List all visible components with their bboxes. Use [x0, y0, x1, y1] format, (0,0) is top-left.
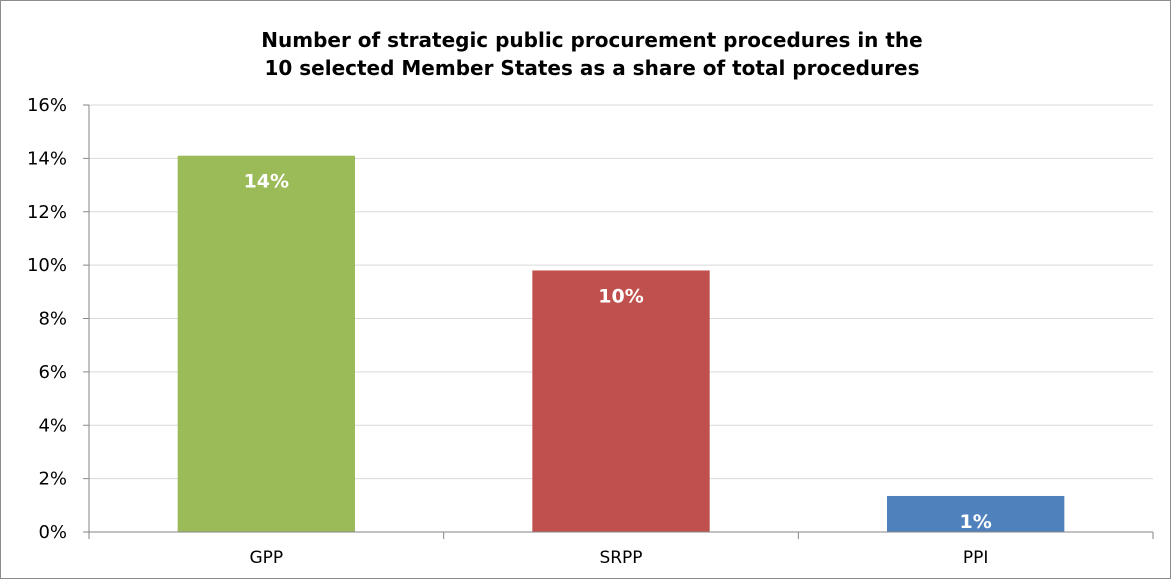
y-tick-label: 14% [27, 148, 67, 169]
data-label-ppi: 1% [960, 511, 992, 533]
y-tick-label: 16% [27, 95, 67, 116]
bars [177, 155, 1065, 533]
y-tick-label: 2% [38, 469, 67, 490]
bar-ppi [887, 495, 1065, 532]
axes [83, 104, 1154, 539]
chart-title-line-1: Number of strategic public procurement p… [261, 28, 922, 52]
bar-gpp [177, 155, 355, 533]
y-tick-label: 8% [38, 309, 67, 330]
category-label-ppi: PPI [963, 548, 989, 568]
category-label-gpp: GPP [249, 548, 283, 568]
labels: 0% 2% 4% 6% 8% 10% 12% 14% 16% 14% GPP 10% SRPP 1% PPI [27, 95, 992, 568]
y-tick-label: 4% [38, 415, 67, 436]
y-tick-label: 0% [38, 522, 67, 543]
y-tick-label: 6% [38, 362, 67, 383]
category-label-srpp: SRPP [599, 548, 642, 568]
chart-title-line-2: 10 selected Member States as a share of … [264, 56, 919, 80]
data-label-srpp: 10% [598, 285, 643, 307]
y-tick-label: 12% [27, 202, 67, 223]
y-tick-label: 10% [27, 255, 67, 276]
data-label-gpp: 14% [244, 171, 289, 193]
bar-srpp [532, 270, 710, 532]
chart-title: Number of strategic public procurement p… [261, 28, 922, 80]
